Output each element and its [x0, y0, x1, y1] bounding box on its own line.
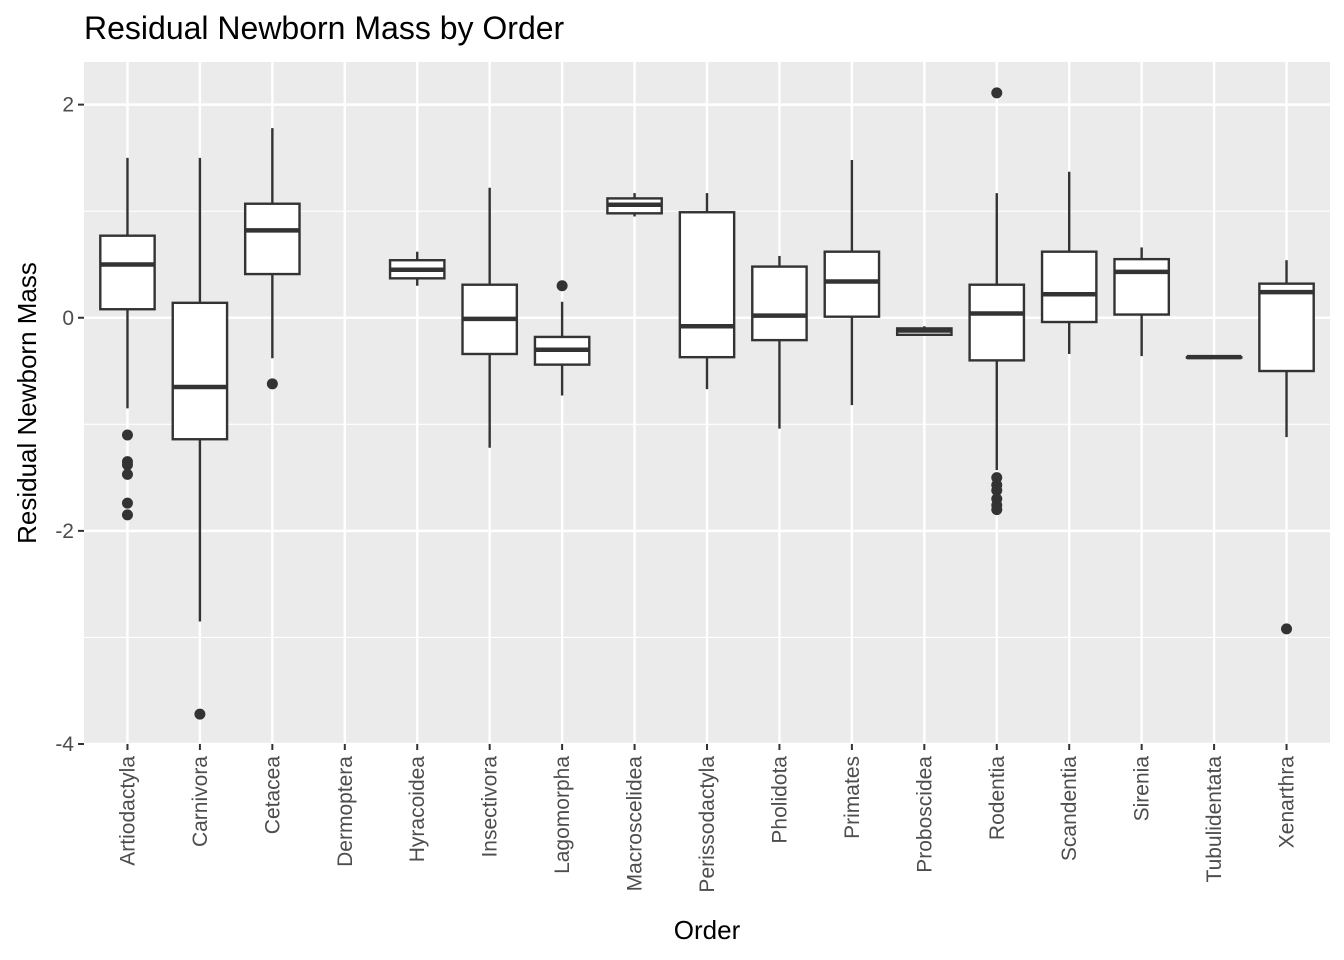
box-group-lagomorpha: [533, 280, 591, 396]
iqr-box: [968, 283, 1026, 362]
x-tick-label-cetacea: Cetacea: [261, 756, 284, 835]
x-tick-label-perissodactyla: Perissodactyla: [696, 756, 719, 893]
box-group-proboscidea: [895, 326, 953, 336]
outlier-point: [991, 484, 1003, 496]
outlier-point: [991, 87, 1003, 99]
y-tick-label: 0: [62, 307, 74, 330]
x-tick-label-lagomorpha: Lagomorpha: [551, 756, 574, 874]
iqr-box: [823, 250, 881, 318]
chart-title: Residual Newborn Mass by Order: [84, 10, 565, 46]
box-group-perissodactyla: [678, 193, 736, 390]
box-group-cetacea: [243, 128, 301, 390]
x-tick-label-insectivora: Insectivora: [479, 756, 502, 858]
outlier-point: [121, 429, 133, 441]
iqr-box: [1040, 250, 1098, 324]
box-group-insectivora: [461, 187, 519, 448]
x-tick-label-macroscelidea: Macroscelidea: [624, 756, 647, 892]
x-tick-label-sirenia: Sirenia: [1131, 756, 1154, 822]
box-group-carnivora: [171, 157, 229, 720]
outlier-point: [991, 504, 1003, 516]
iqr-box: [99, 234, 156, 311]
x-tick-label-carnivora: Carnivora: [189, 756, 212, 847]
box-group-hyracoidea: [388, 251, 446, 286]
x-tick-label-pholidota: Pholidota: [768, 756, 791, 844]
y-tick-label: 2: [62, 94, 74, 117]
iqr-box: [171, 301, 229, 441]
iqr-box: [1113, 257, 1171, 316]
box-group-xenarthra: [1258, 260, 1315, 635]
iqr-box: [1258, 282, 1315, 373]
box-group-rodentia: [968, 87, 1026, 516]
box-group-macroscelidea: [606, 193, 663, 217]
x-tick-label-rodentia: Rodentia: [986, 756, 1009, 840]
x-tick-label-tubulidentata: Tubulidentata: [1203, 756, 1226, 883]
boxes-layer: [99, 87, 1315, 720]
outlier-point: [556, 280, 568, 292]
x-tick-label-scandentia: Scandentia: [1058, 756, 1081, 861]
x-tick-label-proboscidea: Proboscidea: [913, 756, 936, 873]
box-group-scandentia: [1040, 171, 1098, 354]
box-group-pholidota: [751, 255, 808, 429]
box-group-primates: [823, 160, 881, 406]
outlier-point: [1281, 623, 1293, 635]
box-group-artiodactyla: [99, 157, 156, 521]
iqr-box: [243, 202, 301, 276]
x-tick-label-primates: Primates: [841, 756, 864, 839]
x-tick-label-dermoptera: Dermoptera: [334, 756, 357, 867]
outlier-point: [266, 378, 278, 390]
x-tick-label-hyracoidea: Hyracoidea: [406, 756, 429, 863]
box-group-sirenia: [1113, 247, 1171, 357]
y-tick-label: -4: [55, 733, 74, 756]
outlier-point: [121, 459, 133, 471]
y-tick-label: -2: [55, 520, 74, 543]
axes-layer: -4 -2 0 2 Artiodactyla Carnivora Cetacea Dermop…: [55, 94, 1298, 893]
outlier-point: [121, 468, 133, 480]
outlier-point: [121, 509, 133, 521]
outlier-point: [194, 708, 206, 720]
box-group-tubulidentata: [1185, 354, 1243, 360]
x-axis-title: Order: [674, 915, 741, 945]
outlier-point: [121, 497, 133, 509]
x-tick-label-xenarthra: Xenarthra: [1276, 756, 1299, 849]
iqr-box: [678, 211, 736, 359]
x-tick-label-artiodactyla: Artiodactyla: [116, 756, 139, 866]
y-axis-title: Residual Newborn Mass: [12, 262, 42, 544]
iqr-box: [751, 265, 808, 342]
